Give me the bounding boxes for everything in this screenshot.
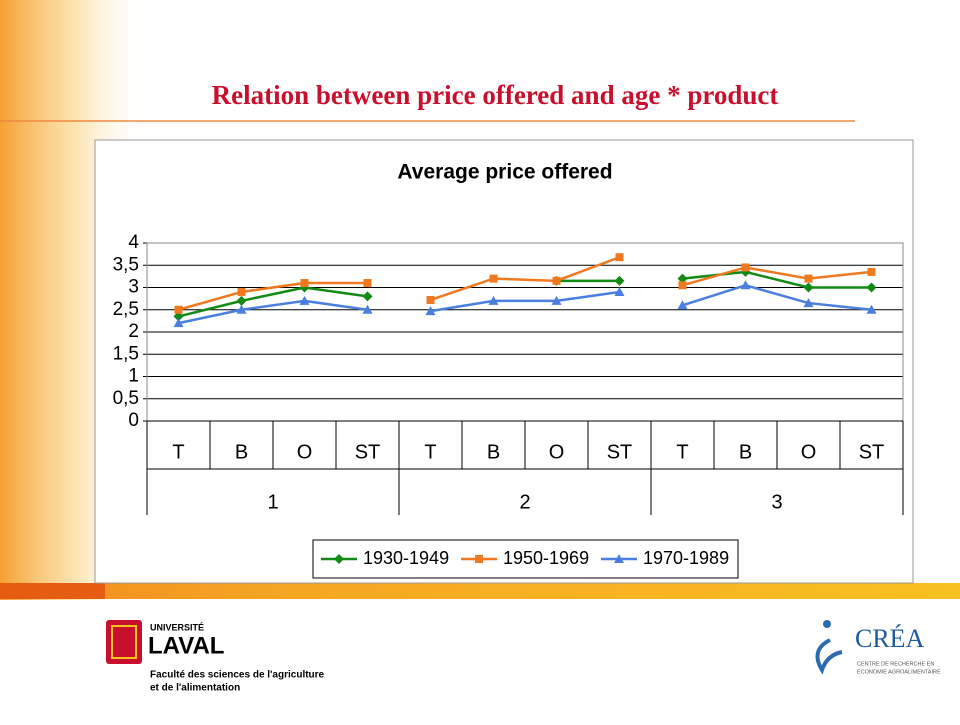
marker <box>678 281 687 290</box>
crea-name: CRÉA <box>855 624 925 653</box>
x-tick-label: T <box>424 441 436 463</box>
crea-dot <box>823 620 831 628</box>
marker <box>866 282 877 293</box>
marker <box>475 555 483 563</box>
x-tick-label: ST <box>859 441 885 463</box>
marker <box>237 287 246 296</box>
marker <box>425 306 436 316</box>
legend-label: 1970-1989 <box>643 548 729 568</box>
marker <box>803 298 814 308</box>
marker <box>426 295 435 304</box>
series-line <box>682 283 872 311</box>
chart: 00,511,522,533,54T B O ST T B O ST T B O ST1 2 31930-… <box>113 232 904 579</box>
x-tick-label: ST <box>355 441 381 463</box>
marker <box>173 311 184 322</box>
x-tick-label: O <box>297 441 313 463</box>
crea-line-1: CENTRE DE RECHERCHE EN <box>857 661 934 667</box>
series-line <box>430 290 620 313</box>
series-line <box>178 299 368 325</box>
legend-box <box>312 539 739 579</box>
slide-title: Relation between price offered and age *… <box>212 80 779 110</box>
x-tick-label: T <box>172 441 184 463</box>
marker <box>552 276 561 285</box>
x-tick-label: B <box>739 441 752 463</box>
x-tick-label: B <box>487 441 500 463</box>
series-line <box>178 281 368 311</box>
marker <box>803 282 814 293</box>
chart-title: Average price offered <box>397 161 612 184</box>
y-tick-label: 1 <box>128 366 139 387</box>
marker <box>173 318 184 328</box>
marker <box>741 263 750 272</box>
group-label: 1 <box>267 491 278 513</box>
marker <box>551 295 562 305</box>
marker <box>489 274 498 283</box>
group-label: 3 <box>771 491 782 513</box>
marker <box>174 305 183 314</box>
marker <box>299 295 310 305</box>
marker <box>362 304 373 314</box>
laval-logo: UNIVERSITÉ LAVAL Faculté des sciences de… <box>106 620 325 694</box>
y-tick-label: 2 <box>128 321 139 342</box>
marker <box>740 280 751 290</box>
chart-frame <box>94 139 914 584</box>
y-tick-label: 4 <box>128 232 139 253</box>
group-label: 2 <box>519 491 530 513</box>
bottom-band <box>0 583 960 599</box>
series-line <box>178 286 368 318</box>
crea-line-2: ÉCONOMIE AGROALIMENTAIRE <box>857 668 941 675</box>
y-tick-label: 0 <box>128 410 139 431</box>
x-tick-label: O <box>801 441 817 463</box>
marker <box>867 267 876 276</box>
marker <box>866 304 877 314</box>
marker <box>363 279 372 288</box>
marker <box>236 304 247 314</box>
univ-top: UNIVERSITÉ <box>150 622 204 632</box>
series-line <box>430 256 620 302</box>
marker <box>614 275 625 286</box>
y-tick-label: 0,5 <box>113 388 139 409</box>
x-tick-label: ST <box>607 441 633 463</box>
y-tick-label: 3,5 <box>113 254 139 275</box>
laval-shield <box>106 620 142 664</box>
marker <box>677 300 688 310</box>
laval-shield-inner <box>111 625 137 659</box>
x-tick-label: B <box>235 441 248 463</box>
marker <box>677 273 688 284</box>
faculty-line-2: et de l'alimentation <box>150 683 240 694</box>
x-tick-label: O <box>549 441 565 463</box>
marker <box>804 274 813 283</box>
univ-name: LAVAL <box>148 632 224 659</box>
bottom-band-left <box>0 583 105 599</box>
marker <box>614 286 625 296</box>
series-line <box>682 266 872 287</box>
marker <box>362 291 373 302</box>
marker <box>614 554 624 563</box>
legend-label: 1950-1969 <box>503 548 589 568</box>
marker <box>334 554 344 564</box>
crea-swirl <box>815 638 843 675</box>
x-tick-label: T <box>676 441 688 463</box>
faculty-line-1: Faculté des sciences de l'agriculture <box>150 670 325 681</box>
marker <box>236 295 247 306</box>
y-tick-label: 3 <box>128 277 139 298</box>
y-tick-label: 2,5 <box>113 299 139 320</box>
marker <box>615 253 624 262</box>
legend-label: 1930-1949 <box>363 548 449 568</box>
marker <box>488 295 499 305</box>
crea-logo: CRÉA CENTRE DE RECHERCHE EN ÉCONOMIE AGR… <box>815 620 941 675</box>
y-tick-label: 1,5 <box>113 343 139 364</box>
marker <box>300 279 309 288</box>
